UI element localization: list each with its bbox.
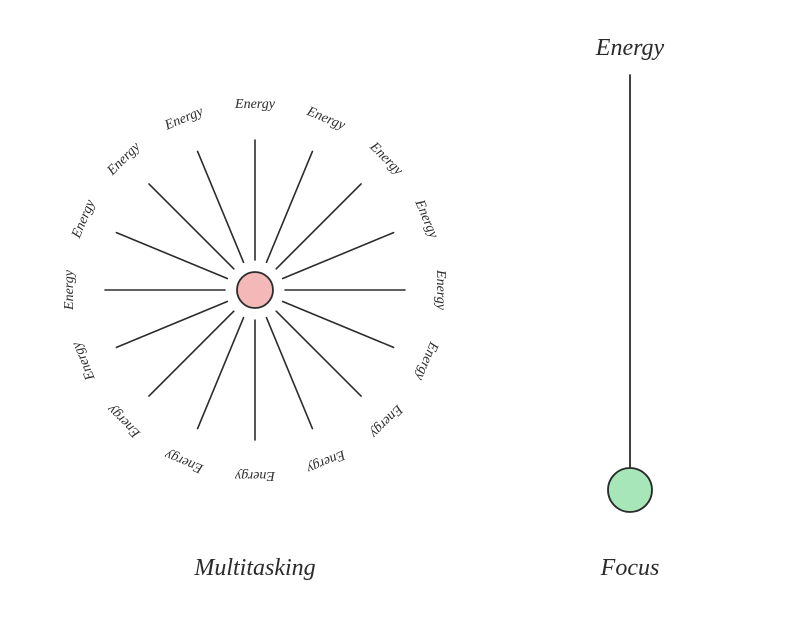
energy-ray-label: Energy [69,197,99,241]
energy-ray [116,301,227,347]
energy-ray [266,318,312,429]
energy-ray-label: Energy [304,446,348,476]
energy-ray [276,311,361,396]
multitasking-diagram: EnergyEnergyEnergyEnergyEnergyEnergyEner… [62,97,448,483]
focus-caption: Focus [600,555,660,581]
focus-diagram: Energy [595,35,665,512]
energy-ray [283,233,394,279]
energy-ray-label: Energy [104,401,144,441]
energy-ray [266,151,312,262]
energy-ray-label: Energy [411,197,441,241]
energy-ray [116,233,227,279]
energy-ray [198,318,244,429]
multitasking-caption: Multitasking [193,555,315,581]
multitasking-node [237,272,273,308]
energy-ray-label: Energy [234,97,276,112]
energy-ray-label: Energy [234,468,276,483]
diagram-canvas: EnergyEnergyEnergyEnergyEnergyEnergyEner… [0,0,803,628]
focus-node [608,468,652,512]
energy-ray [198,151,244,262]
energy-ray-label: Energy [304,104,348,134]
energy-ray-label: Energy [62,269,77,311]
energy-ray-label: Energy [433,269,448,311]
energy-ray-label: Energy [411,339,441,383]
energy-ray-label: Energy [69,339,99,383]
energy-ray-label: Energy [162,446,206,476]
focus-energy-label: Energy [595,35,665,61]
energy-ray [149,184,234,269]
energy-ray-label: Energy [366,401,406,441]
energy-ray-label: Energy [162,104,206,134]
energy-ray-label: Energy [366,139,406,179]
energy-ray [276,184,361,269]
energy-ray-label: Energy [104,139,144,179]
energy-ray [149,311,234,396]
energy-ray [283,301,394,347]
